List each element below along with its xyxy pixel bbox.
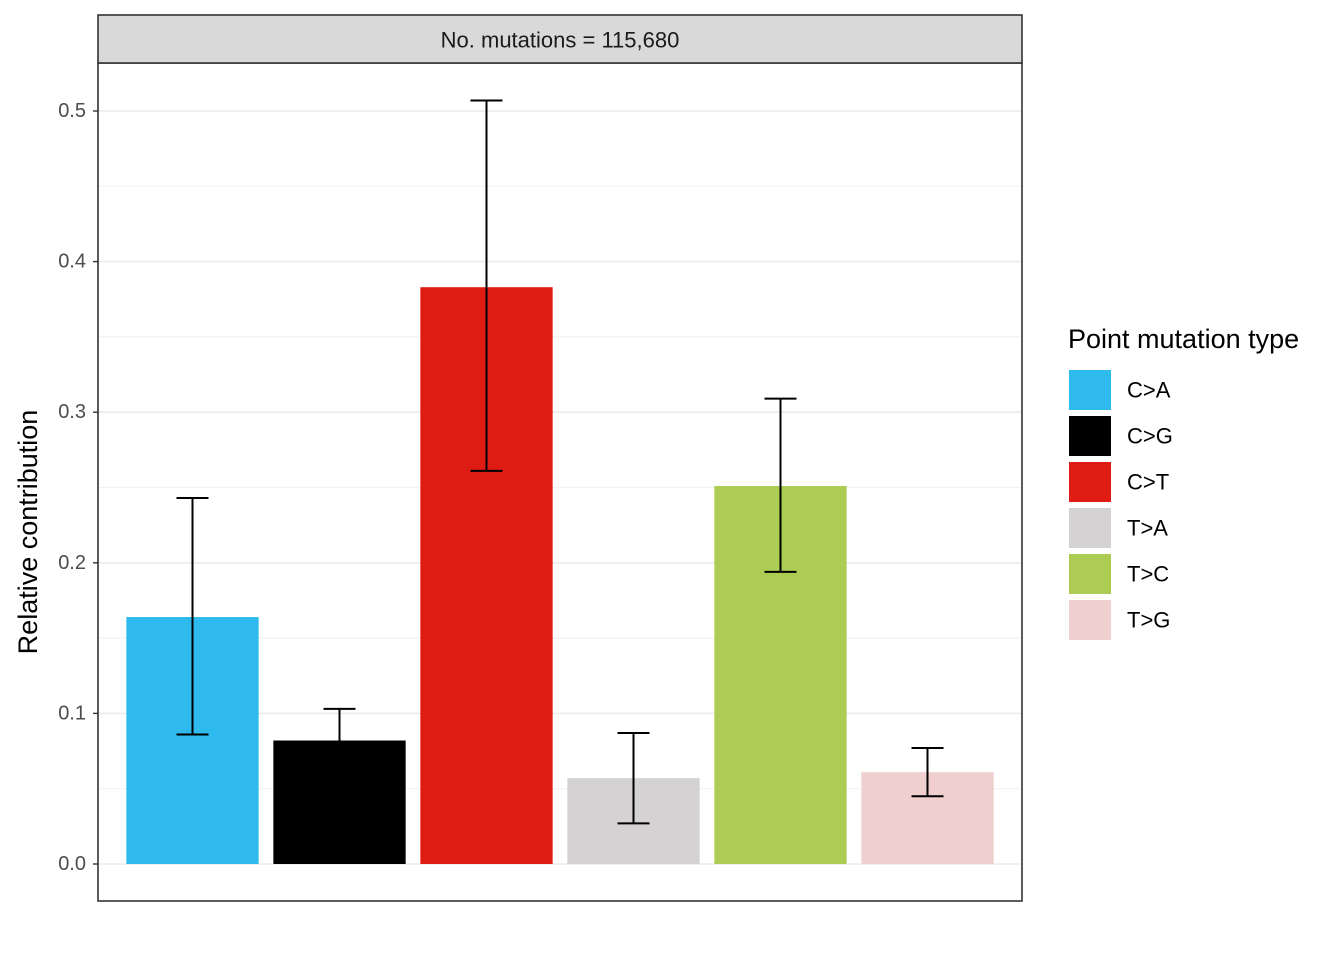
legend-items: C>A C>G C>T T>A T>C T>G xyxy=(1069,370,1173,640)
facet-strip-label: No. mutations = 115,680 xyxy=(441,28,680,53)
y-tick-label: 0.4 xyxy=(58,251,86,273)
bars xyxy=(126,287,994,864)
legend-label: T>G xyxy=(1127,608,1170,633)
y-tick-label: 0.2 xyxy=(58,552,86,574)
legend-swatch xyxy=(1069,462,1111,502)
legend-label: T>C xyxy=(1127,562,1169,587)
facet-strip-background xyxy=(97,14,1023,64)
error-bars xyxy=(176,99,944,825)
legend-swatch xyxy=(1069,554,1111,594)
y-tick-label: 0.0 xyxy=(58,853,86,875)
legend-swatch xyxy=(1069,370,1111,410)
y-tick-label: 0.3 xyxy=(58,401,86,423)
legend-swatch xyxy=(1069,600,1111,640)
y-axis-ticks: 0.0 0.1 0.2 0.3 0.4 0.5 xyxy=(58,100,98,875)
y-tick-label: 0.5 xyxy=(58,100,86,122)
legend-label: C>G xyxy=(1127,424,1173,449)
y-tick-label: 0.1 xyxy=(58,702,86,724)
legend-label: T>A xyxy=(1127,516,1168,541)
legend-swatch xyxy=(1069,508,1111,548)
legend-label: C>T xyxy=(1127,470,1169,495)
facet-strip: No. mutations = 115,680 xyxy=(97,14,1023,64)
y-axis-title: Relative contribution xyxy=(13,410,43,655)
legend: Point mutation type C>A C>G C>T T>A T>C T>G xyxy=(1068,324,1299,640)
legend-label: C>A xyxy=(1127,378,1171,403)
legend-title: Point mutation type xyxy=(1068,324,1299,354)
legend-swatch xyxy=(1069,416,1111,456)
